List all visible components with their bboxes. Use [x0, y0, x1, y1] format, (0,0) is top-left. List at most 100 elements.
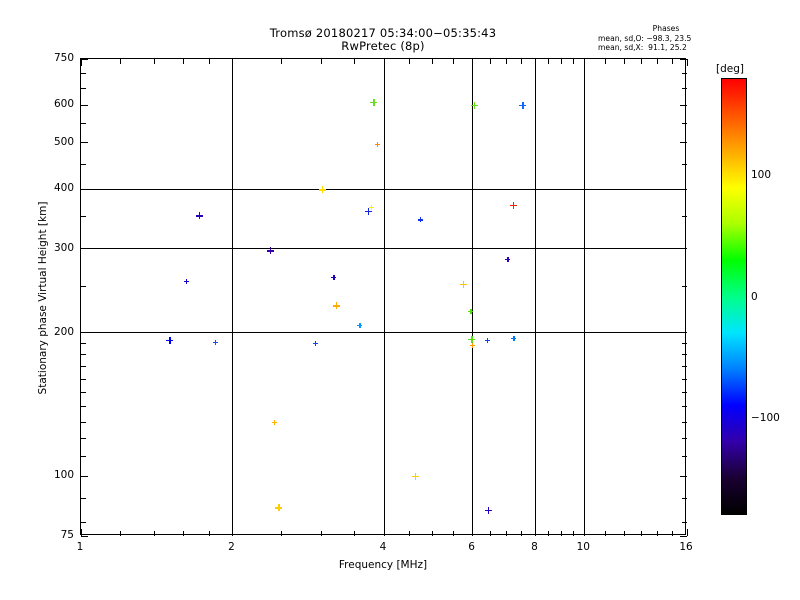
axis-minor-tick-mark	[682, 497, 687, 499]
axis-minor-tick-mark	[183, 59, 185, 64]
data-point	[484, 506, 492, 514]
data-point	[331, 275, 337, 281]
data-point	[370, 98, 378, 106]
x-tick-label: 2	[228, 541, 235, 553]
axis-minor-tick-mark	[682, 216, 687, 218]
gridline-vertical	[232, 59, 233, 534]
gridline-vertical	[535, 59, 536, 534]
axis-minor-tick-mark	[120, 531, 122, 536]
axis-tick-mark	[472, 529, 474, 536]
stats-heading: Phases	[652, 24, 680, 33]
x-axis-title: Frequency [MHz]	[338, 559, 428, 571]
axis-minor-tick-mark	[572, 531, 574, 536]
axis-tick-mark	[680, 142, 687, 144]
axis-tick-mark	[232, 529, 233, 536]
axis-tick-mark	[472, 59, 474, 66]
data-point-bar-h	[484, 509, 492, 511]
axis-minor-tick-mark	[489, 59, 491, 64]
axis-tick-mark	[81, 142, 88, 144]
data-point-bar-v	[273, 419, 275, 425]
data-point-bar-h	[505, 258, 511, 261]
axis-minor-tick-mark	[682, 72, 687, 74]
data-point	[364, 207, 372, 215]
axis-minor-tick-mark	[120, 59, 122, 64]
axis-tick-mark	[232, 59, 233, 66]
axis-minor-tick-mark	[682, 421, 687, 423]
axis-minor-tick-mark	[354, 531, 356, 536]
axis-minor-tick-mark	[623, 59, 625, 64]
plot-inner	[80, 58, 688, 537]
gridline-vertical	[583, 59, 585, 534]
data-point-bar-h	[519, 104, 527, 107]
x-tick-label: 4	[379, 541, 387, 553]
axis-minor-tick-mark	[520, 59, 522, 64]
data-point-bar-v	[376, 141, 379, 147]
axis-minor-tick-mark	[81, 72, 86, 74]
data-point-bar-v	[373, 98, 375, 106]
axis-minor-tick-mark	[505, 531, 507, 536]
colorbar-tick-label: 0	[751, 290, 758, 303]
data-point-bar-h	[357, 325, 363, 327]
axis-tick-mark	[383, 59, 385, 66]
data-point-bar-h	[511, 337, 517, 339]
data-point-bar-h	[417, 219, 423, 221]
gridline-vertical	[383, 59, 385, 534]
data-point	[357, 323, 363, 329]
axis-tick-mark	[680, 104, 687, 106]
axis-minor-tick-mark	[81, 391, 86, 393]
data-point-bar-v	[314, 340, 316, 346]
x-tick-label: 16	[679, 541, 693, 553]
axis-tick-mark	[686, 529, 688, 536]
x-tick-label: 6	[468, 541, 475, 553]
axis-tick-mark	[81, 535, 88, 537]
axis-minor-tick-mark	[81, 497, 86, 499]
axis-tick-mark	[535, 529, 536, 536]
colorbar	[721, 78, 747, 515]
data-point	[459, 280, 467, 288]
axis-minor-tick-mark	[81, 438, 86, 440]
data-point-bar-v	[513, 335, 515, 341]
axis-minor-tick-mark	[409, 531, 411, 536]
axis-minor-tick-mark	[81, 216, 86, 218]
plot-area	[80, 58, 688, 537]
colorbar-gradient	[721, 78, 747, 515]
axis-minor-tick-mark	[682, 456, 687, 458]
axis-minor-tick-mark	[560, 59, 562, 64]
axis-tick-mark	[680, 332, 687, 334]
data-point-bar-h	[196, 215, 204, 217]
axis-minor-tick-mark	[548, 59, 550, 64]
data-point	[212, 339, 218, 345]
gridline-horizontal	[81, 188, 685, 190]
axis-minor-tick-mark	[682, 88, 687, 90]
axis-tick-mark	[680, 475, 687, 477]
data-point-bar-v	[512, 201, 514, 209]
axis-minor-tick-mark	[432, 531, 434, 536]
data-point-bar-v	[169, 336, 171, 344]
data-point	[511, 335, 517, 341]
axis-minor-tick-mark	[489, 531, 491, 536]
data-point-bar-v	[322, 186, 324, 194]
data-point-bar-h	[374, 143, 380, 146]
axis-tick-mark	[81, 475, 88, 477]
data-point	[166, 336, 174, 344]
data-point	[319, 186, 327, 194]
axis-minor-tick-mark	[682, 522, 687, 524]
data-point-bar-v	[371, 204, 373, 210]
x-tick-label: 8	[531, 541, 538, 553]
data-point-bar-v	[522, 101, 524, 109]
data-point-bar-v	[462, 280, 465, 288]
y-tick-label: 500	[53, 135, 74, 148]
data-point-bar-v	[214, 339, 217, 345]
data-point-bar-v	[486, 337, 489, 343]
axis-minor-tick-mark	[623, 531, 625, 536]
axis-minor-tick-mark	[81, 456, 86, 458]
axis-tick-mark	[81, 188, 88, 190]
axis-minor-tick-mark	[81, 342, 86, 344]
axis-minor-tick-mark	[657, 59, 659, 64]
axis-minor-tick-mark	[154, 531, 156, 536]
axis-minor-tick-mark	[682, 391, 687, 393]
axis-minor-tick-mark	[657, 531, 659, 536]
data-point-bar-h	[275, 507, 283, 509]
axis-tick-mark	[583, 59, 585, 66]
colorbar-tick-label: −100	[751, 411, 780, 424]
